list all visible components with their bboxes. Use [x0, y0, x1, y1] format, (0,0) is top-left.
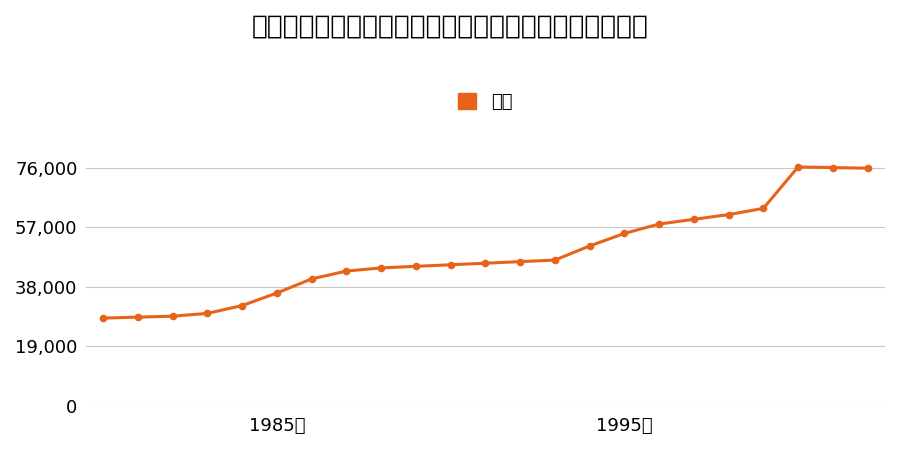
Legend: 価格: 価格 [451, 86, 519, 119]
価格 [480, 261, 491, 266]
価格 [688, 216, 699, 222]
価格 [410, 264, 421, 269]
価格 [306, 276, 317, 282]
価格 [515, 259, 526, 264]
価格 [793, 164, 804, 170]
価格 [584, 243, 595, 249]
価格 [653, 221, 664, 227]
価格 [272, 290, 283, 296]
価格 [341, 268, 352, 274]
価格 [550, 257, 561, 263]
価格 [167, 314, 178, 319]
Line: 価格: 価格 [99, 163, 871, 322]
価格 [132, 315, 143, 320]
価格 [862, 166, 873, 171]
価格 [446, 262, 456, 267]
価格 [98, 315, 109, 321]
価格 [237, 303, 248, 308]
価格 [724, 212, 734, 217]
価格 [758, 206, 769, 211]
価格 [202, 310, 212, 316]
価格 [376, 265, 387, 270]
価格 [619, 231, 630, 236]
価格 [827, 165, 838, 170]
Text: 徳島県麻植郡鴨島町上下島字大北４３６番５の地価推移: 徳島県麻植郡鴨島町上下島字大北４３６番５の地価推移 [252, 14, 648, 40]
